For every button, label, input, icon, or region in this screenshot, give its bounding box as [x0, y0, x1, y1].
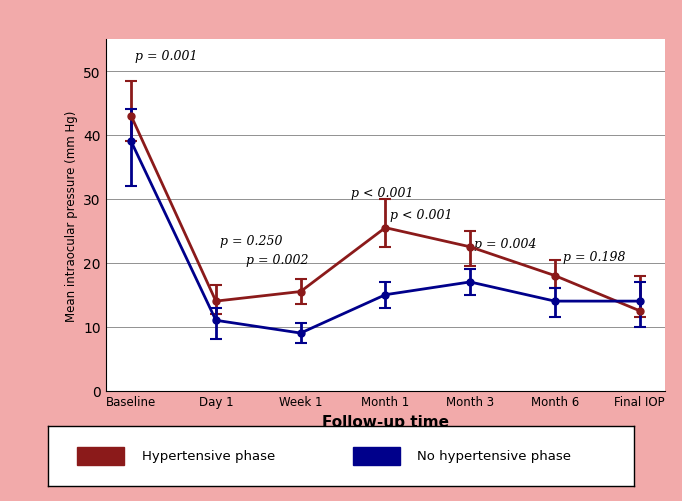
- Text: p = 0.004: p = 0.004: [474, 237, 537, 250]
- Text: Hypertensive phase: Hypertensive phase: [142, 449, 275, 462]
- Text: p < 0.001: p < 0.001: [351, 187, 414, 199]
- Bar: [353, 447, 400, 465]
- Text: p = 0.198: p = 0.198: [563, 250, 626, 264]
- Text: p = 0.002: p = 0.002: [246, 254, 308, 267]
- X-axis label: Follow-up time: Follow-up time: [322, 414, 449, 429]
- Y-axis label: Mean intraocular pressure (mm Hg): Mean intraocular pressure (mm Hg): [65, 110, 78, 321]
- Text: p < 0.001: p < 0.001: [389, 209, 452, 222]
- Text: p = 0.250: p = 0.250: [220, 234, 282, 247]
- Text: No hypertensive phase: No hypertensive phase: [417, 449, 572, 462]
- Bar: [77, 447, 124, 465]
- Text: p = 0.001: p = 0.001: [135, 50, 198, 63]
